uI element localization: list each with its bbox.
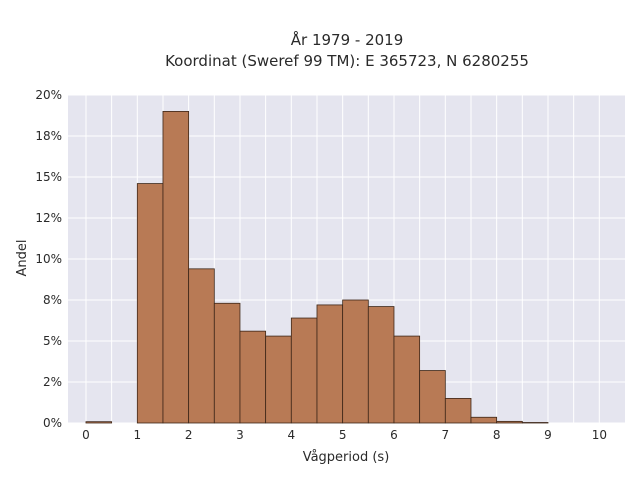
x-tick-label: 5 <box>339 428 347 442</box>
y-axis-ticks: 0% 2% 5% 8% 10% 12% 15% 18% 20% <box>35 88 62 430</box>
x-tick-label: 3 <box>236 428 244 442</box>
histogram-bar <box>136 183 164 424</box>
y-tick-label: 8% <box>43 293 62 307</box>
x-tick-label: 2 <box>185 428 193 442</box>
histogram-bar <box>188 268 215 424</box>
histogram-bar <box>265 335 292 424</box>
x-tick-label: 8 <box>493 428 501 442</box>
x-tick-label: 0 <box>82 428 90 442</box>
histogram-bar <box>444 397 472 424</box>
histogram-bar <box>239 330 267 424</box>
chart-title-line2: Koordinat (Sweref 99 TM): E 365723, N 62… <box>165 52 529 70</box>
histogram-bar <box>290 317 318 424</box>
histogram-bar <box>85 421 113 424</box>
histogram-bar <box>162 111 190 424</box>
x-tick-label: 7 <box>442 428 450 442</box>
y-tick-label: 2% <box>43 375 62 389</box>
x-tick-label: 10 <box>592 428 607 442</box>
y-tick-label: 18% <box>35 129 62 143</box>
y-tick-label: 12% <box>35 211 62 225</box>
y-tick-label: 5% <box>43 334 62 348</box>
histogram-bar <box>496 420 523 424</box>
x-tick-label: 1 <box>133 428 141 442</box>
histogram-bar <box>316 304 344 424</box>
x-tick-label: 6 <box>390 428 398 442</box>
histogram-bar <box>393 335 421 424</box>
y-tick-label: 15% <box>35 170 62 184</box>
y-tick-label: 20% <box>35 88 62 102</box>
bars <box>85 111 549 424</box>
chart-title-line1: År 1979 - 2019 <box>291 30 404 49</box>
y-axis-label: Andel <box>15 240 30 277</box>
histogram-bar <box>213 302 241 424</box>
x-tick-label: 9 <box>544 428 552 442</box>
x-axis-label: Vågperiod (s) <box>303 450 390 465</box>
x-axis-ticks: 0 1 2 3 4 5 6 7 8 9 10 <box>82 428 607 442</box>
x-tick-label: 4 <box>287 428 295 442</box>
histogram-bar <box>470 416 498 424</box>
y-tick-label: 10% <box>35 252 62 266</box>
y-tick-label: 0% <box>43 416 62 430</box>
histogram-bar <box>342 299 369 424</box>
histogram-bar <box>419 370 446 424</box>
histogram-bar <box>367 306 395 424</box>
